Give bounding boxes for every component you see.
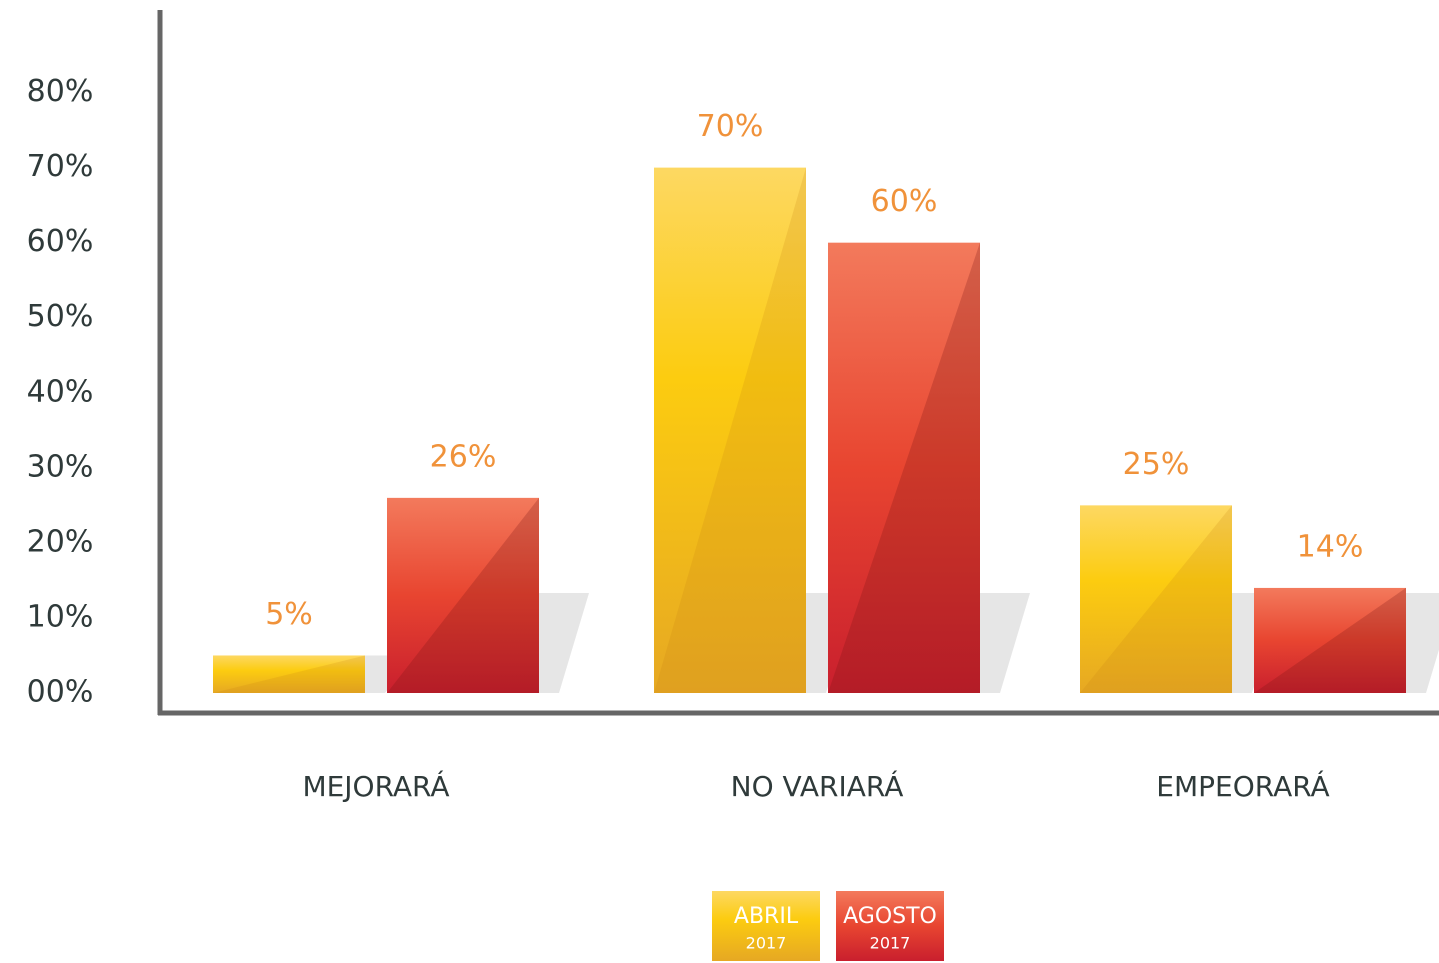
x-tick-label: NO VARIARÁ: [731, 769, 904, 803]
value-label: 70%: [697, 109, 764, 144]
legend-label: AGOSTO: [843, 904, 937, 929]
bar: [654, 167, 806, 694]
y-tick-label: 10%: [27, 599, 94, 634]
bar-shade: [1254, 587, 1406, 693]
y-tick-label: 20%: [27, 524, 94, 559]
bar-shade: [1080, 505, 1232, 693]
bar: [1080, 505, 1232, 693]
bar-shade: [387, 497, 539, 693]
y-tick-label: 40%: [27, 374, 94, 409]
value-label: 25%: [1123, 447, 1190, 482]
y-tick-label: 70%: [27, 149, 94, 184]
y-tick-label: 30%: [27, 449, 94, 484]
y-tick-label: 50%: [27, 299, 94, 334]
bar-shade: [828, 242, 980, 693]
x-tick-label: MEJORARÁ: [302, 769, 449, 803]
x-tick-label: EMPEORARÁ: [1156, 769, 1329, 803]
value-label: 14%: [1297, 529, 1364, 564]
legend-label-year: 2017: [870, 934, 911, 953]
bar-shade: [654, 167, 806, 694]
bar: [213, 655, 365, 693]
value-label: 26%: [430, 439, 497, 474]
legend-label: ABRIL: [734, 904, 799, 929]
bar: [1254, 587, 1406, 693]
y-tick-label: 60%: [27, 224, 94, 259]
value-label: 5%: [265, 597, 313, 632]
bar-shade: [213, 655, 365, 693]
bar: [828, 242, 980, 693]
y-tick-label: 80%: [27, 74, 94, 109]
bar: [387, 497, 539, 693]
legend-label-year: 2017: [746, 934, 787, 953]
y-tick-label: 00%: [27, 675, 94, 710]
legend-swatch: [836, 891, 944, 961]
legend-swatch: [712, 891, 820, 961]
value-label: 60%: [871, 184, 938, 219]
